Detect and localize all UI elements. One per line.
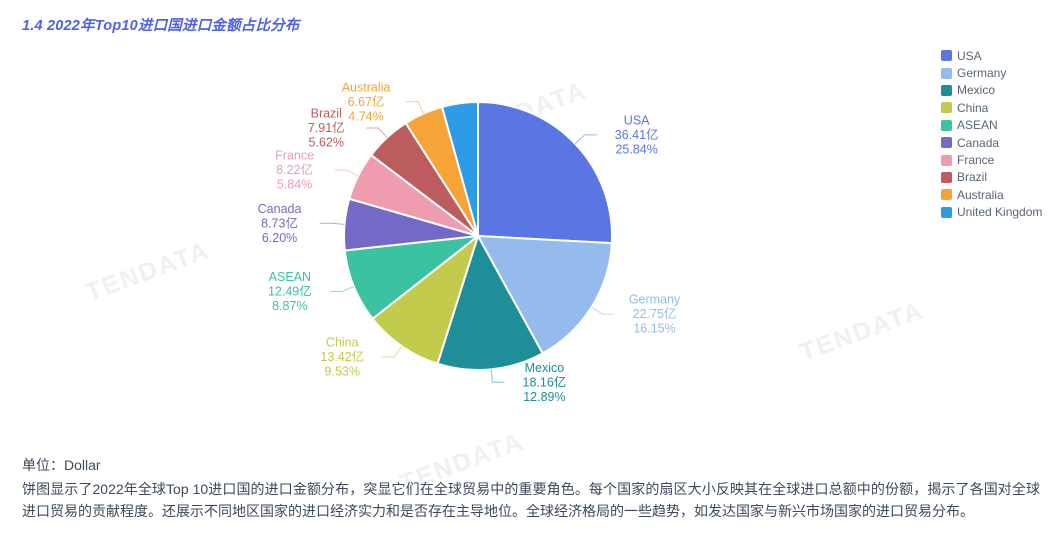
pie-label-line-australia (406, 101, 424, 114)
legend-swatch (941, 50, 952, 62)
legend-item-usa[interactable]: USA (941, 47, 1042, 64)
pie-label-germany: Germany 22.75亿 16.15% (629, 293, 681, 336)
pie-label-line-germany (591, 306, 615, 315)
legend-swatch (941, 189, 952, 201)
pie-label-asean: ASEAN 12.49亿 8.87% (268, 270, 312, 313)
legend-swatch (941, 84, 952, 96)
legend-item-united-kingdom[interactable]: United Kingdom (941, 204, 1042, 221)
legend-label: Canada (957, 135, 1000, 150)
pie-label-china: China 13.42亿 9.53% (320, 335, 364, 378)
pie-label-canada: Canada 8.73亿 6.20% (258, 202, 302, 245)
pie-label-usa: USA 36.41亿 25.84% (615, 113, 659, 156)
legend-item-brazil[interactable]: Brazil (941, 169, 1042, 186)
pie-label-brazil: Brazil 7.91亿 5.62% (308, 107, 345, 150)
legend-item-germany[interactable]: Germany (941, 64, 1042, 81)
legend-label: Brazil (957, 170, 988, 185)
legend-swatch (941, 102, 952, 114)
chart-legend: USA Germany Mexico China ASEAN Canada France Br… (941, 47, 1042, 221)
legend-label: Mexico (957, 83, 996, 98)
page-title: 1.4 2022年Top10进口国进口金额占比分布 (22, 18, 300, 34)
pie-label-line-usa (574, 134, 597, 145)
chart-footer: 单位：Dollar 饼图显示了2022年全球Top 10进口国的进口金额分布，突… (22, 455, 1040, 522)
legend-label: France (957, 153, 995, 168)
pie-label-line-france (334, 169, 359, 177)
legend-item-china[interactable]: China (941, 99, 1042, 116)
legend-label: ASEAN (957, 118, 998, 133)
legend-swatch (941, 67, 952, 79)
pie-label-line-canada (319, 222, 345, 225)
legend-item-mexico[interactable]: Mexico (941, 82, 1042, 99)
pie-slice-china[interactable] (371, 235, 479, 365)
pie-label-line-mexico (490, 369, 505, 383)
legend-swatch (941, 119, 952, 131)
legend-item-france[interactable]: France (941, 151, 1042, 168)
legend-label: USA (957, 48, 982, 63)
legend-label: United Kingdom (957, 205, 1043, 220)
pie-label-line-china (382, 345, 403, 358)
pie-slice-united-kingdom[interactable] (441, 101, 479, 237)
pie-slice-usa[interactable] (477, 101, 613, 245)
pie-slice-germany[interactable] (477, 235, 613, 355)
legend-label: China (957, 100, 989, 115)
pie-label-line-brazil (366, 127, 388, 138)
unit-label: 单位：Dollar (22, 457, 101, 473)
pie-label-france: France 8.22亿 5.84% (275, 149, 314, 192)
legend-label: Australia (957, 187, 1004, 202)
pie-label-line-asean (329, 286, 355, 292)
legend-swatch (941, 154, 952, 166)
legend-item-australia[interactable]: Australia (941, 186, 1042, 203)
legend-item-asean[interactable]: ASEAN (941, 117, 1042, 134)
pie-label-australia: Australia 6.67亿 4.74% (342, 80, 391, 123)
legend-swatch (941, 206, 952, 218)
legend-item-canada[interactable]: Canada (941, 134, 1042, 151)
legend-swatch (941, 171, 952, 183)
legend-label: Germany (957, 66, 1007, 81)
pie-label-mexico: Mexico 18.16亿 12.89% (523, 361, 567, 404)
chart-description: 饼图显示了2022年全球Top 10进口国的进口金额分布，突显它们在全球贸易中的… (22, 481, 1040, 519)
legend-swatch (941, 137, 952, 149)
